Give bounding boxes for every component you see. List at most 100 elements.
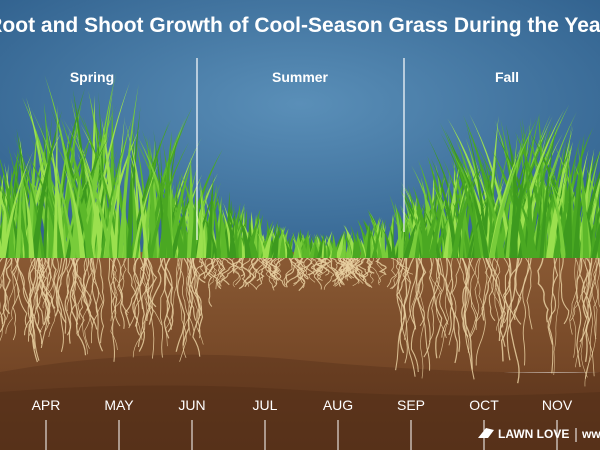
root: [345, 257, 357, 279]
grass-blade: [169, 189, 195, 258]
grass-blade: [352, 235, 359, 258]
root: [69, 257, 79, 325]
root: [186, 257, 204, 345]
grass-blade: [591, 222, 600, 258]
root: [146, 257, 158, 308]
root: [44, 257, 59, 321]
root: [203, 257, 214, 280]
grass-blade: [40, 168, 64, 258]
grass-blade: [156, 180, 186, 258]
root: [5, 257, 19, 334]
grass-blade: [519, 118, 535, 258]
root: [137, 257, 154, 347]
root: [39, 257, 55, 333]
logo-brand: LAWN LOVE: [498, 427, 569, 441]
root: [582, 257, 592, 319]
root: [296, 257, 305, 289]
grass-blade: [394, 202, 404, 258]
grass-blade: [97, 148, 112, 258]
root: [159, 257, 174, 333]
grass-blade: [78, 169, 105, 258]
grass-blade: [100, 123, 132, 258]
root: [403, 257, 416, 377]
grass-blade: [428, 207, 443, 258]
grass-blade: [89, 81, 131, 258]
root: [36, 257, 44, 325]
root: [112, 257, 129, 314]
root: [127, 257, 140, 327]
root: [376, 257, 386, 286]
root: [396, 257, 412, 284]
root: [57, 257, 68, 324]
roots: [0, 257, 600, 387]
grass-blade: [572, 170, 582, 258]
grass-blade: [65, 134, 111, 258]
grass-blade: [132, 157, 161, 258]
root: [445, 257, 458, 364]
grass-blade: [280, 226, 289, 258]
grass-blade: [388, 222, 396, 258]
root: [323, 257, 341, 290]
root: [244, 257, 255, 287]
grass-blade: [317, 234, 325, 258]
root: [185, 257, 191, 336]
grass-blade: [434, 210, 452, 258]
root: [315, 257, 327, 274]
root: [456, 257, 477, 339]
root: [11, 257, 28, 328]
grass-blade: [262, 224, 275, 258]
root: [132, 257, 141, 358]
root: [324, 257, 345, 286]
root: [597, 257, 600, 308]
grass-blade: [467, 199, 489, 258]
root: [341, 257, 361, 275]
root: [493, 257, 507, 328]
root: [98, 257, 105, 344]
grass-blade: [205, 174, 214, 258]
grass-blade: [44, 74, 82, 258]
grass-blade: [325, 240, 331, 258]
grass-blade: [292, 232, 300, 258]
root: [303, 257, 322, 290]
grass-blade: [481, 180, 505, 258]
grass-blade: [360, 237, 367, 258]
grass-blade: [465, 122, 489, 259]
grass-blade: [124, 121, 149, 258]
root: [386, 257, 400, 288]
root: [435, 257, 453, 336]
root: [390, 257, 413, 275]
grass-blade: [549, 172, 569, 258]
root: [204, 257, 216, 288]
root: [111, 257, 117, 313]
root: [44, 257, 56, 337]
grass-blade: [125, 121, 135, 258]
root: [44, 257, 52, 332]
root: [548, 257, 558, 374]
month-label: JUL: [253, 397, 278, 413]
root: [593, 257, 600, 340]
grass-blade: [322, 235, 327, 258]
root: [428, 257, 443, 359]
grass-blade: [406, 203, 428, 258]
root: [213, 257, 225, 289]
root: [348, 257, 371, 288]
root: [186, 257, 204, 332]
root: [207, 257, 219, 277]
grass-blade: [347, 241, 352, 258]
root: [285, 257, 297, 288]
grass-blade: [534, 185, 543, 258]
season-label: Summer: [272, 69, 329, 85]
root: [525, 257, 533, 330]
root: [116, 257, 125, 329]
grass: [0, 71, 600, 259]
root: [572, 257, 579, 358]
root: [160, 257, 170, 358]
root: [337, 257, 352, 283]
grass-blade: [257, 216, 264, 258]
root: [12, 257, 20, 341]
grass-blade: [367, 211, 383, 258]
root: [14, 257, 38, 363]
root: [253, 257, 263, 290]
root: [292, 257, 306, 287]
grass-blade: [196, 211, 203, 258]
